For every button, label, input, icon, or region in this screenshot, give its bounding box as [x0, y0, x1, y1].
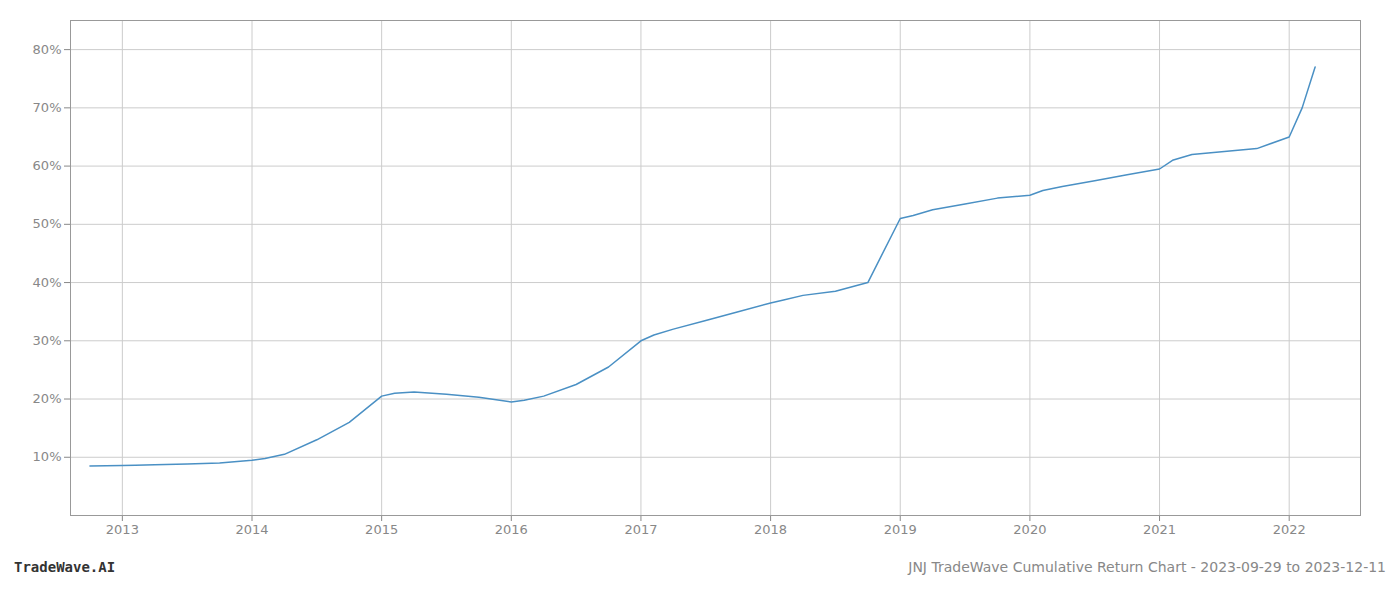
svg-text:2016: 2016 [495, 522, 528, 537]
svg-text:80%: 80% [33, 42, 62, 57]
svg-text:2020: 2020 [1013, 522, 1046, 537]
svg-text:2017: 2017 [624, 522, 657, 537]
svg-text:50%: 50% [33, 216, 62, 231]
svg-text:2022: 2022 [1273, 522, 1306, 537]
svg-text:2019: 2019 [884, 522, 917, 537]
svg-text:70%: 70% [33, 100, 62, 115]
html-text:TradeWave.AI: TradeWave.AI [14, 559, 116, 575]
svg-text:2013: 2013 [106, 522, 139, 537]
svg-text:2015: 2015 [365, 522, 398, 537]
svg-text:10%: 10% [33, 449, 62, 464]
html-text:JNJ TradeWave Cumulative Retur: JNJ TradeWave Cumulative Return Chart - … [908, 559, 1386, 575]
svg-text:60%: 60% [33, 158, 62, 173]
svg-text:40%: 40% [33, 275, 62, 290]
svg-text:30%: 30% [33, 333, 62, 348]
svg-text:20%: 20% [33, 391, 62, 406]
svg-text:2014: 2014 [235, 522, 268, 537]
svg-text:2018: 2018 [754, 522, 787, 537]
svg-text:2021: 2021 [1143, 522, 1176, 537]
